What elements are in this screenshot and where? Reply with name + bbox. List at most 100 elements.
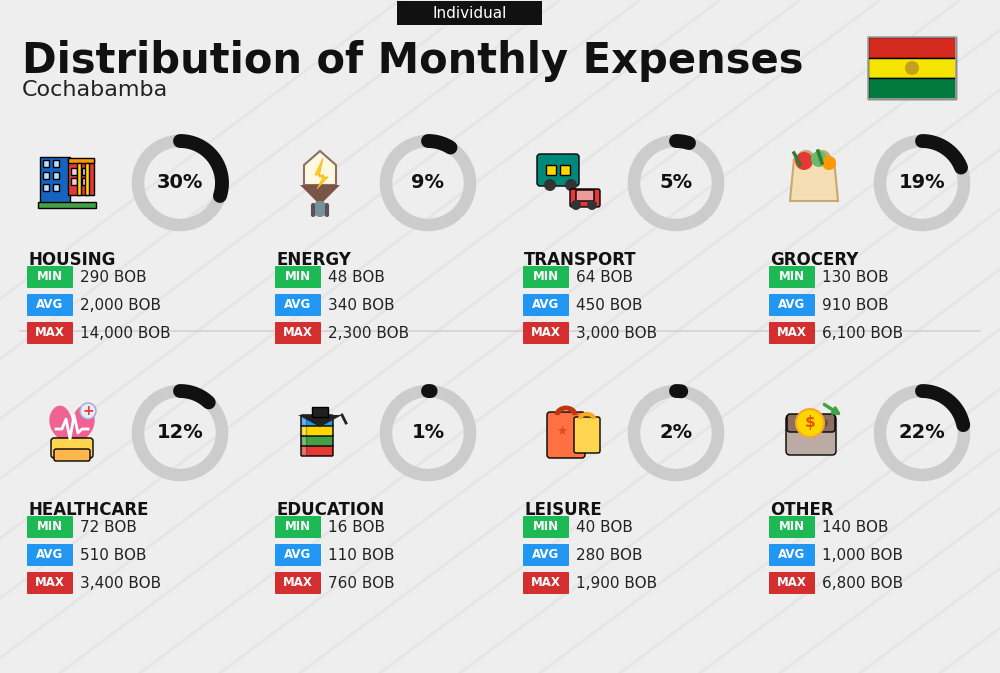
FancyBboxPatch shape <box>51 438 93 458</box>
Text: 340 BOB: 340 BOB <box>328 297 395 312</box>
Text: +: + <box>82 404 94 418</box>
FancyBboxPatch shape <box>53 184 59 191</box>
Text: ★: ★ <box>556 425 568 437</box>
Circle shape <box>571 200 581 210</box>
Circle shape <box>796 409 824 437</box>
Text: ENERGY: ENERGY <box>276 251 351 269</box>
FancyBboxPatch shape <box>27 572 73 594</box>
Text: AVG: AVG <box>36 548 64 561</box>
Text: 5%: 5% <box>659 174 693 192</box>
Polygon shape <box>315 158 328 189</box>
FancyBboxPatch shape <box>769 572 815 594</box>
FancyBboxPatch shape <box>71 178 77 185</box>
Text: 760 BOB: 760 BOB <box>328 575 395 590</box>
FancyBboxPatch shape <box>769 294 815 316</box>
Text: 3,400 BOB: 3,400 BOB <box>80 575 161 590</box>
FancyBboxPatch shape <box>68 159 94 195</box>
Text: 30%: 30% <box>157 174 203 192</box>
Text: MIN: MIN <box>779 520 805 534</box>
FancyBboxPatch shape <box>546 165 556 175</box>
FancyBboxPatch shape <box>71 168 77 175</box>
Polygon shape <box>300 185 340 205</box>
FancyBboxPatch shape <box>769 516 815 538</box>
Text: 290 BOB: 290 BOB <box>80 269 147 285</box>
FancyBboxPatch shape <box>301 435 333 446</box>
Text: 14,000 BOB: 14,000 BOB <box>80 326 171 341</box>
Text: 2,300 BOB: 2,300 BOB <box>328 326 409 341</box>
Text: 2,000 BOB: 2,000 BOB <box>80 297 161 312</box>
Text: Individual: Individual <box>432 5 507 20</box>
Text: MAX: MAX <box>35 577 65 590</box>
Text: 110 BOB: 110 BOB <box>328 548 394 563</box>
FancyBboxPatch shape <box>312 407 328 417</box>
FancyBboxPatch shape <box>275 516 321 538</box>
Text: 3,000 BOB: 3,000 BOB <box>576 326 657 341</box>
FancyBboxPatch shape <box>787 414 835 432</box>
FancyBboxPatch shape <box>301 425 333 436</box>
Text: 140 BOB: 140 BOB <box>822 520 889 534</box>
FancyBboxPatch shape <box>43 172 49 179</box>
FancyBboxPatch shape <box>769 266 815 288</box>
Text: LEISURE: LEISURE <box>524 501 602 519</box>
Text: 510 BOB: 510 BOB <box>80 548 146 563</box>
FancyBboxPatch shape <box>27 516 73 538</box>
Text: 1%: 1% <box>411 423 445 443</box>
FancyBboxPatch shape <box>275 572 321 594</box>
FancyBboxPatch shape <box>27 266 73 288</box>
Text: MIN: MIN <box>285 271 311 283</box>
Text: MIN: MIN <box>779 271 805 283</box>
FancyBboxPatch shape <box>43 160 49 167</box>
FancyBboxPatch shape <box>523 266 569 288</box>
FancyBboxPatch shape <box>523 322 569 344</box>
Circle shape <box>312 201 328 217</box>
Text: AVG: AVG <box>36 299 64 312</box>
Text: Cochabamba: Cochabamba <box>22 80 168 100</box>
FancyBboxPatch shape <box>868 58 956 78</box>
Circle shape <box>795 152 813 170</box>
FancyBboxPatch shape <box>576 190 594 201</box>
Text: MIN: MIN <box>285 520 311 534</box>
FancyBboxPatch shape <box>27 322 73 344</box>
FancyBboxPatch shape <box>82 178 88 185</box>
Text: $: $ <box>805 415 815 431</box>
Text: 16 BOB: 16 BOB <box>328 520 385 534</box>
FancyBboxPatch shape <box>85 163 89 195</box>
Text: 40 BOB: 40 BOB <box>576 520 633 534</box>
Polygon shape <box>50 406 94 456</box>
FancyBboxPatch shape <box>302 435 306 446</box>
Text: AVG: AVG <box>778 548 806 561</box>
Circle shape <box>820 419 828 427</box>
FancyBboxPatch shape <box>769 322 815 344</box>
Circle shape <box>905 61 919 75</box>
Text: 64 BOB: 64 BOB <box>576 269 633 285</box>
FancyBboxPatch shape <box>570 189 600 207</box>
Text: 22%: 22% <box>899 423 945 443</box>
Text: 280 BOB: 280 BOB <box>576 548 642 563</box>
Text: 130 BOB: 130 BOB <box>822 269 889 285</box>
Text: MAX: MAX <box>531 326 561 339</box>
FancyBboxPatch shape <box>77 163 81 195</box>
Polygon shape <box>298 415 342 427</box>
Circle shape <box>811 151 827 167</box>
Text: EDUCATION: EDUCATION <box>276 501 384 519</box>
FancyBboxPatch shape <box>38 202 96 208</box>
FancyBboxPatch shape <box>43 184 49 191</box>
Text: AVG: AVG <box>284 548 312 561</box>
FancyBboxPatch shape <box>302 425 306 435</box>
FancyBboxPatch shape <box>868 37 956 58</box>
Text: MAX: MAX <box>777 326 807 339</box>
FancyBboxPatch shape <box>523 294 569 316</box>
FancyBboxPatch shape <box>537 154 579 186</box>
Text: AVG: AVG <box>532 299 560 312</box>
FancyBboxPatch shape <box>54 449 90 461</box>
Text: MIN: MIN <box>37 520 63 534</box>
FancyBboxPatch shape <box>27 294 73 316</box>
Circle shape <box>822 156 836 170</box>
Text: AVG: AVG <box>532 548 560 561</box>
Text: MIN: MIN <box>533 520 559 534</box>
FancyBboxPatch shape <box>769 544 815 566</box>
FancyBboxPatch shape <box>275 294 321 316</box>
Text: HOUSING: HOUSING <box>28 251 115 269</box>
FancyBboxPatch shape <box>275 544 321 566</box>
Text: 19%: 19% <box>899 174 945 192</box>
